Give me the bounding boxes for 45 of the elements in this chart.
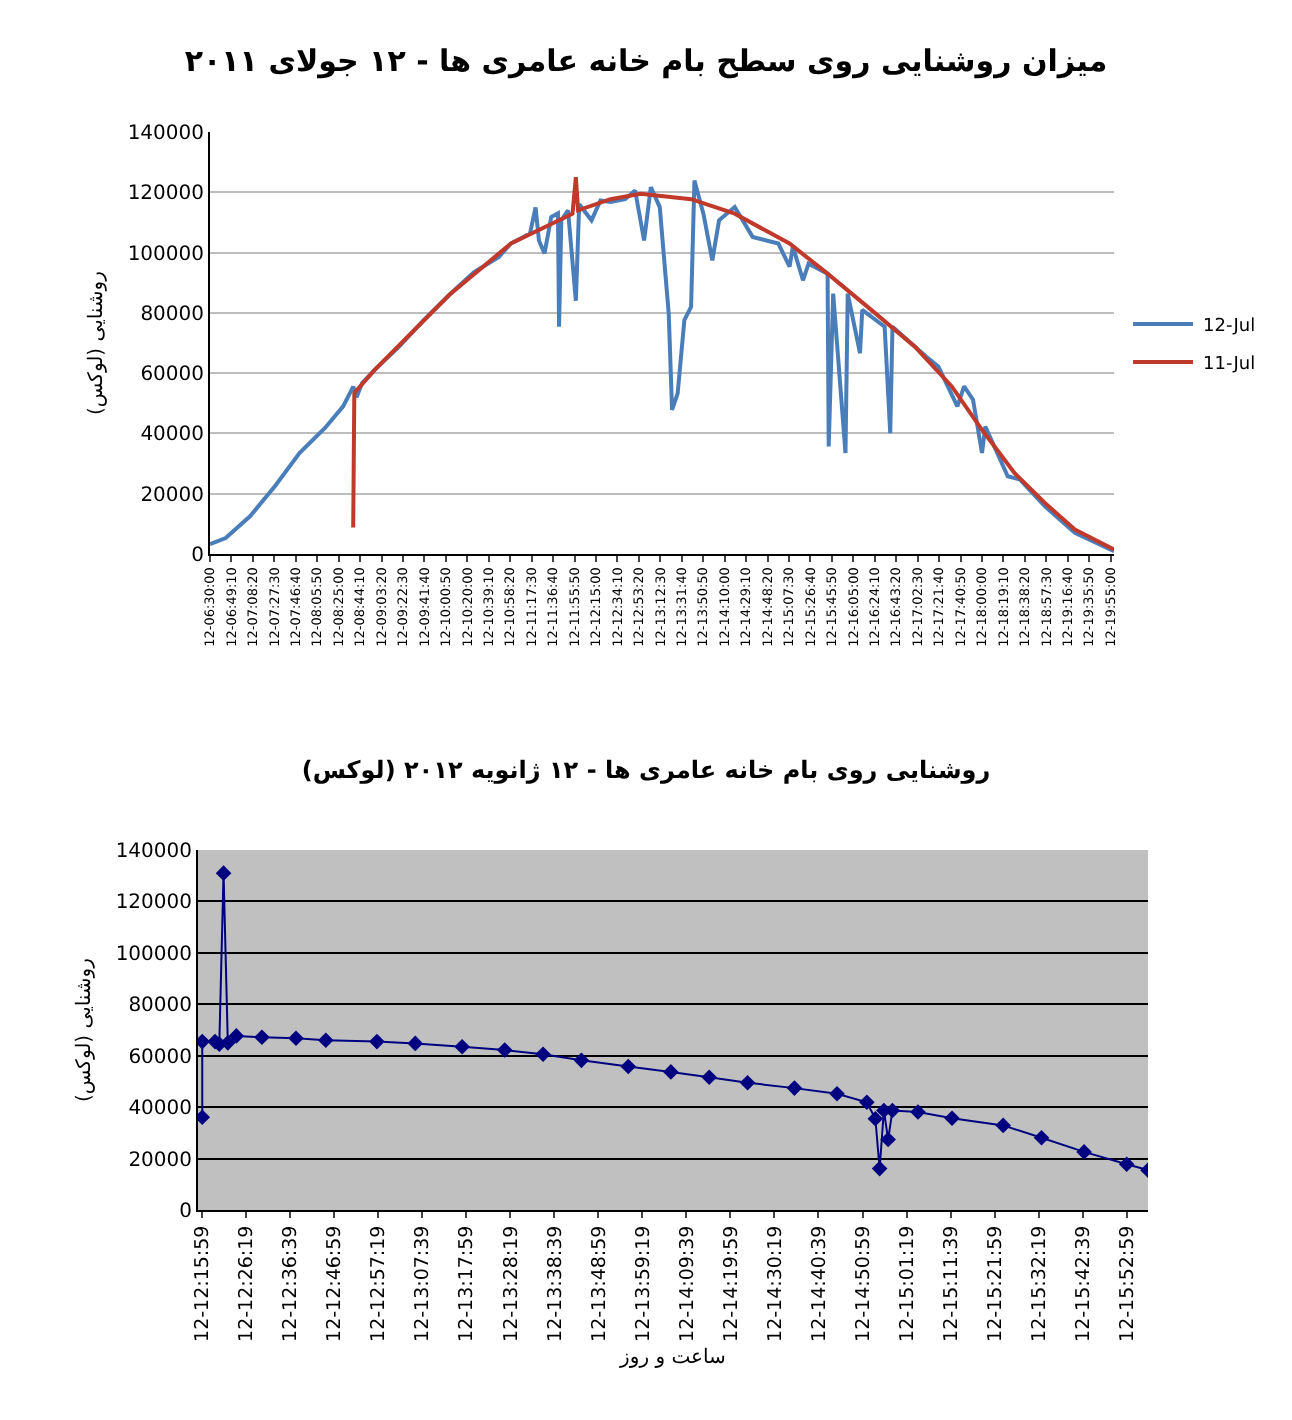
y-axis-title: روشنایی (لوکس) [85, 270, 108, 415]
y-tick-label: 100000 [115, 943, 192, 966]
x-tick-label: 12-13:38:39 [544, 1225, 567, 1342]
x-tick-label: 12-15:42:39 [1072, 1225, 1095, 1342]
x-tick-label: 12-13:28:19 [500, 1225, 523, 1342]
y-tick-label: 80000 [140, 303, 204, 326]
y-tick-label: 100000 [127, 243, 204, 266]
x-tick-label: 12-14:09:39 [676, 1225, 699, 1342]
y-tick-label: 120000 [127, 183, 204, 206]
y-axis-title: روشنایی (لوکس) [73, 957, 96, 1102]
y-tick-label: 140000 [127, 123, 204, 145]
x-tick-label: 12-12:57:19 [368, 1225, 391, 1342]
y-tick-label: 40000 [128, 1098, 192, 1121]
x-tick-label: 12-13:17:59 [456, 1225, 479, 1342]
y-tick-label: 120000 [115, 892, 192, 915]
chart-title: روشنایی روی بام خانه عامری ها - ۱۲ ژانویه ۲۰۱۲ (لوکس) [301, 756, 991, 785]
x-tick-label: 12-13:48:59 [588, 1225, 611, 1342]
y-tick-label: 80000 [128, 995, 192, 1018]
x-tick-label: 12-12:36:39 [280, 1225, 303, 1342]
x-tick-label: 12-14:19:59 [720, 1225, 743, 1342]
y-tick-label: 0 [179, 1201, 192, 1223]
x-tick-label: 12-14:30:19 [764, 1225, 787, 1342]
x-tick-label: 12-15:01:19 [896, 1225, 919, 1342]
legend-label: 11-Jul [1203, 355, 1256, 376]
y-tick-label: 0 [191, 545, 204, 567]
y-tick-label: 20000 [140, 484, 204, 507]
chart-title: میزان روشنایی روی سطح بام خانه عامری ها - ۱۲ جولای ۲۰۱۱ [184, 42, 1108, 79]
x-tick-label: 12-13:07:39 [412, 1225, 435, 1342]
legend-label: 12-Jul [1203, 317, 1256, 338]
x-tick-label: 12-12:26:19 [236, 1225, 259, 1342]
x-axis-title: ساعت و روز [618, 1346, 726, 1369]
y-tick-label: 20000 [128, 1149, 192, 1172]
x-tick-label: 12-15:52:59 [1116, 1225, 1139, 1342]
y-tick-label: 40000 [140, 424, 204, 447]
x-tick-label: 12-12:15:59 [192, 1225, 215, 1342]
x-tick-label: 12-12:46:59 [324, 1225, 347, 1342]
y-tick-label: 140000 [115, 841, 192, 863]
x-tick-label: 12-14:40:39 [808, 1225, 831, 1342]
x-tick-label: 12-15:11:39 [940, 1225, 963, 1342]
x-tick-label: 12-14:50:59 [852, 1225, 875, 1342]
y-tick-label: 60000 [140, 364, 204, 387]
x-tick-label: 12-15:21:59 [984, 1225, 1007, 1342]
x-tick-label: 12-13:59:19 [632, 1225, 655, 1342]
x-tick-label: 12-15:32:19 [1028, 1225, 1051, 1342]
y-tick-label: 60000 [128, 1046, 192, 1069]
